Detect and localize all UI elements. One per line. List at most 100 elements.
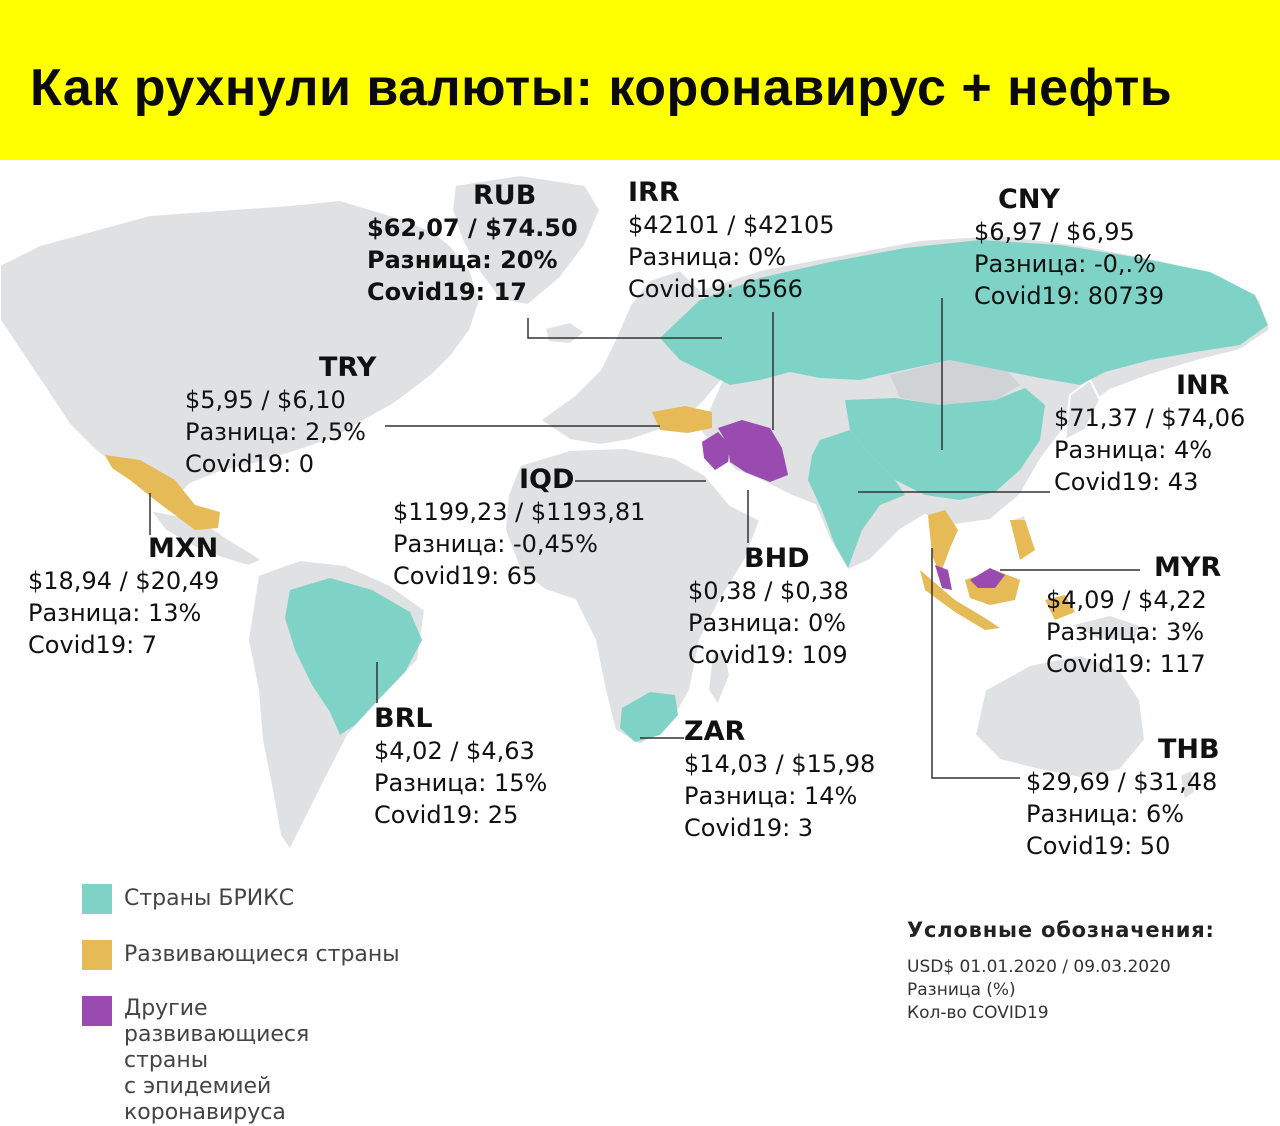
try-covid: Covid19: 0 [185, 450, 315, 478]
mxn-code: MXN [148, 533, 219, 564]
other-swatch [82, 996, 112, 1026]
japan-land [1063, 378, 1102, 442]
india-brics [808, 430, 905, 568]
rub-leader [527, 318, 722, 339]
brl-callout: BRL $4,02 / $4,63 Разница: 15% Covid19: … [374, 703, 547, 831]
indonesia-developing [920, 570, 1000, 630]
china-brics [845, 388, 1045, 500]
bhd-callout: BHD $0,38 / $0,38 Разница: 0% Covid19: 1… [688, 543, 849, 671]
legend-label-other: Другие развивающиеся страны с эпидемией … [124, 996, 310, 1125]
bhd-rate: $0,38 / $0,38 [688, 577, 849, 605]
thb-callout: THB $29,69 / $31,48 Разница: 6% Covid19:… [1026, 734, 1220, 862]
rub-rate: $62,07 / $74.50 [367, 214, 578, 242]
notation-line-rate: USD$ 01.01.2020 / 09.03.2020 [907, 957, 1171, 977]
cny-diff: Разница: -0,.% [974, 250, 1156, 278]
australia-land [973, 653, 1147, 780]
zar-callout: ZAR $14,03 / $15,98 Разница: 14% Covid19… [684, 716, 875, 844]
myr-diff: Разница: 3% [1046, 618, 1205, 646]
irr-rate: $42101 / $42105 [628, 211, 835, 239]
brazil-brics [285, 578, 422, 735]
iran-other [718, 420, 788, 482]
malaysia-other [935, 565, 952, 590]
russia-brics [660, 240, 1268, 385]
myr-code: MYR [1154, 552, 1222, 583]
iqd-callout: IQD $1199,23 / $1193,81 Разница: -0,45% … [393, 464, 645, 592]
png-land [1067, 613, 1142, 641]
irr-covid: Covid19: 6566 [628, 275, 803, 303]
thb-leader [931, 548, 1020, 779]
myr-covid: Covid19: 117 [1046, 650, 1206, 678]
cny-callout: CNY $6,97 / $6,95 Разница: -0,.% Covid19… [974, 184, 1164, 312]
page-title: Как рухнули валюты: коронавирус + нефть [30, 59, 1173, 117]
world-map [0, 173, 1272, 852]
mexico-developing [105, 455, 220, 530]
iqd-rate: $1199,23 / $1193,81 [393, 498, 646, 526]
thailand-developing [928, 510, 958, 575]
thb-code: THB [1158, 734, 1220, 765]
mxn-diff: Разница: 13% [28, 599, 202, 627]
zar-diff: Разница: 14% [684, 782, 858, 810]
rub-diff: Разница: 20% [367, 246, 558, 274]
iraq-other [702, 432, 730, 470]
central-america-land [147, 508, 265, 568]
bhd-covid: Covid19: 109 [688, 641, 848, 669]
try-code: TRY [319, 352, 377, 383]
brl-covid: Covid19: 25 [374, 801, 519, 829]
rub-code: RUB [473, 180, 537, 211]
brl-diff: Разница: 15% [374, 769, 548, 797]
rub-covid: Covid19: 17 [367, 278, 527, 306]
south-africa-brics [620, 692, 678, 742]
mxn-covid: Covid19: 7 [28, 631, 158, 659]
irr-code: IRR [628, 177, 680, 208]
bhd-diff: Разница: 0% [688, 609, 847, 637]
indonesia-papua-developing [1045, 595, 1075, 620]
malaysia-borneo-other [970, 568, 1005, 588]
greenland-land [450, 173, 602, 307]
notation-line-diff: Разница (%) [907, 980, 1016, 1000]
legend-label-developing: Развивающиеся страны [124, 942, 400, 967]
turkey-developing [652, 406, 712, 433]
iqd-code: IQD [519, 464, 575, 495]
rub-callout: RUB $62,07 / $74.50 Разница: 20% Covid19… [367, 180, 578, 308]
zar-covid: Covid19: 3 [684, 814, 814, 842]
notation-line-covid: Кол-во COVID19 [907, 1003, 1049, 1023]
leader-lines [149, 298, 1140, 779]
mxn-callout: MXN $18,94 / $20,49 Разница: 13% Covid19… [28, 533, 219, 661]
irr-diff: Разница: 0% [628, 243, 787, 271]
mxn-rate: $18,94 / $20,49 [28, 567, 220, 595]
brl-rate: $4,02 / $4,63 [374, 737, 535, 765]
north-america-land [0, 198, 482, 502]
cny-rate: $6,97 / $6,95 [974, 218, 1135, 246]
myr-callout: MYR $4,09 / $4,22 Разница: 3% Covid19: 1… [1046, 552, 1221, 680]
thb-rate: $29,69 / $31,48 [1026, 768, 1218, 796]
africa-land [503, 446, 762, 747]
mongolia-land [890, 360, 1020, 405]
try-callout: TRY $5,95 / $6,10 Разница: 2,5% Covid19:… [185, 352, 376, 480]
inr-code: INR [1176, 370, 1230, 401]
brics-swatch [82, 884, 112, 914]
notation-block: Условные обозначения: USD$ 01.01.2020 / … [907, 918, 1215, 1025]
header-banner: Как рухнули валюты: коронавирус + нефть [0, 0, 1280, 160]
developing-swatch [82, 940, 112, 970]
inr-covid: Covid19: 43 [1054, 468, 1199, 496]
notation-title: Условные обозначения: [907, 918, 1215, 942]
brl-code: BRL [374, 703, 433, 734]
cny-covid: Covid19: 80739 [974, 282, 1165, 310]
cny-code: CNY [998, 184, 1060, 215]
inr-callout: INR $71,37 / $74,06 Разница: 4% Covid19:… [1054, 370, 1245, 498]
iqd-diff: Разница: -0,45% [393, 530, 598, 558]
indonesia-sulawesi-developing [1010, 520, 1035, 560]
bhd-code: BHD [744, 543, 810, 574]
thb-diff: Разница: 6% [1026, 800, 1185, 828]
madagascar-land [706, 648, 732, 708]
myr-rate: $4,09 / $4,22 [1046, 586, 1207, 614]
iqd-covid: Covid19: 65 [393, 562, 538, 590]
inr-diff: Разница: 4% [1054, 436, 1213, 464]
new-zealand-land [1178, 768, 1197, 802]
legend-label-brics: Страны БРИКС [124, 886, 295, 911]
zar-code: ZAR [684, 716, 746, 747]
try-diff: Разница: 2,5% [185, 418, 366, 446]
thb-covid: Covid19: 50 [1026, 832, 1171, 860]
irr-callout: IRR $42101 / $42105 Разница: 0% Covid19:… [628, 177, 835, 305]
inr-rate: $71,37 / $74,06 [1054, 404, 1246, 432]
